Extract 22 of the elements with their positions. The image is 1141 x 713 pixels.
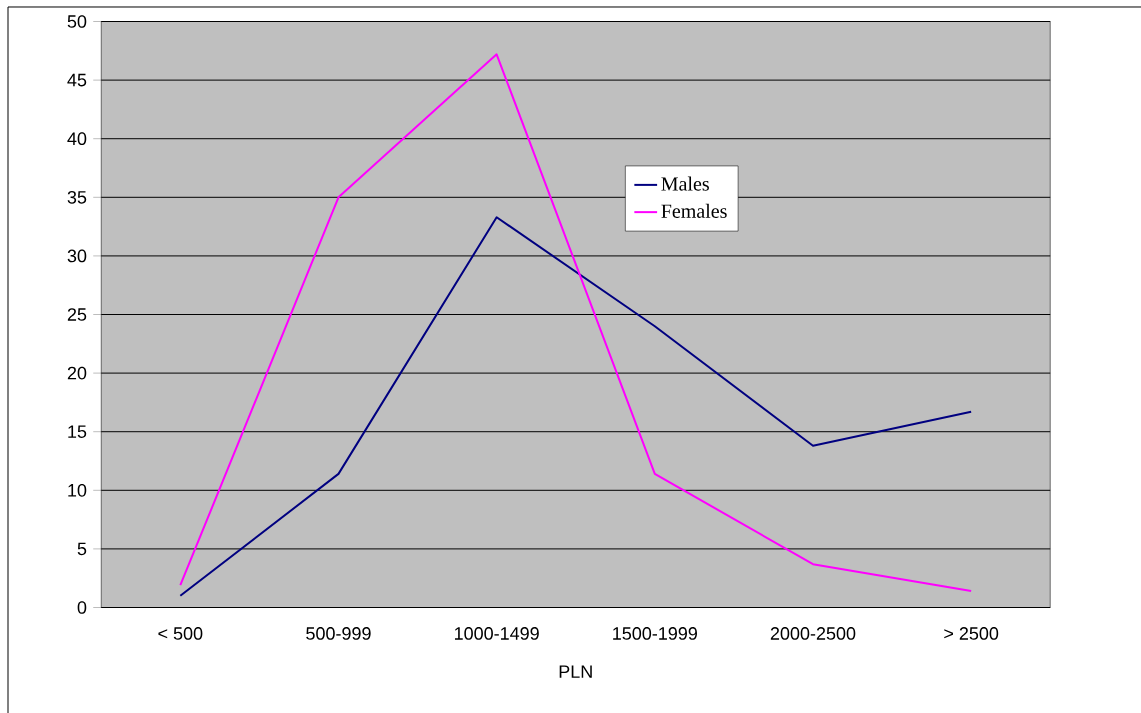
x-tick-label: < 500 — [158, 627, 203, 640]
x-tick-label: 1000-1499 — [454, 627, 539, 640]
y-tick-label: 50 — [67, 15, 87, 28]
x-tick-label: 500-999 — [306, 627, 371, 640]
y-tick-label: 30 — [67, 249, 87, 263]
y-tick-label: 5 — [77, 542, 87, 556]
x-tick-label: 2000-2500 — [770, 627, 856, 640]
x-axis-title: PLN — [559, 665, 592, 678]
line-series — [179, 216, 973, 597]
y-tick-label: 25 — [67, 308, 87, 321]
legend-label: Males — [661, 176, 709, 191]
y-tick-label: 15 — [68, 425, 87, 438]
y-tick-label: 10 — [68, 483, 87, 497]
y-tick-label: 40 — [67, 132, 87, 146]
legend-label: Females — [661, 203, 727, 218]
y-tick-label: 0 — [77, 601, 87, 614]
y-tick-label: 45 — [67, 73, 87, 87]
x-tick-label: 1500-1999 — [613, 627, 697, 640]
y-tick-label: 35 — [67, 190, 87, 204]
x-tick-label: > 2500 — [944, 627, 999, 640]
line-series — [179, 53, 973, 593]
y-tick-label: 20 — [67, 366, 87, 380]
